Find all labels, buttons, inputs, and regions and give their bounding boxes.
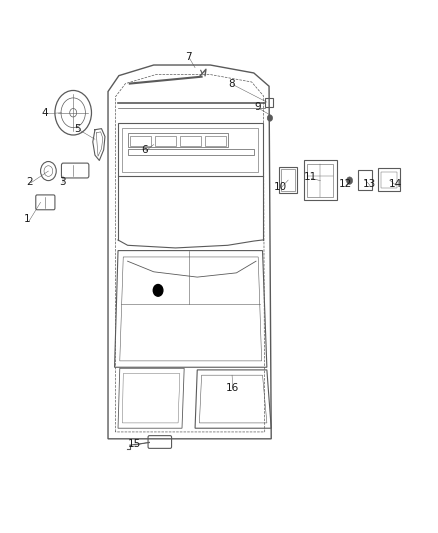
Text: 2: 2 [26, 176, 33, 187]
Text: 5: 5 [74, 124, 81, 134]
Circle shape [346, 177, 353, 184]
Text: 8: 8 [229, 78, 235, 88]
Text: 1: 1 [24, 214, 31, 224]
Text: 14: 14 [389, 179, 402, 189]
Text: 11: 11 [304, 172, 317, 182]
Text: 12: 12 [339, 179, 352, 189]
Text: 10: 10 [273, 182, 286, 192]
Text: 3: 3 [59, 176, 66, 187]
Text: 7: 7 [185, 52, 192, 62]
Text: 4: 4 [42, 108, 48, 118]
Text: 6: 6 [142, 145, 148, 155]
Text: 13: 13 [363, 179, 376, 189]
Text: 9: 9 [255, 102, 261, 112]
Text: 15: 15 [127, 439, 141, 449]
Circle shape [153, 285, 163, 296]
Circle shape [267, 115, 272, 121]
Text: 16: 16 [226, 383, 239, 393]
